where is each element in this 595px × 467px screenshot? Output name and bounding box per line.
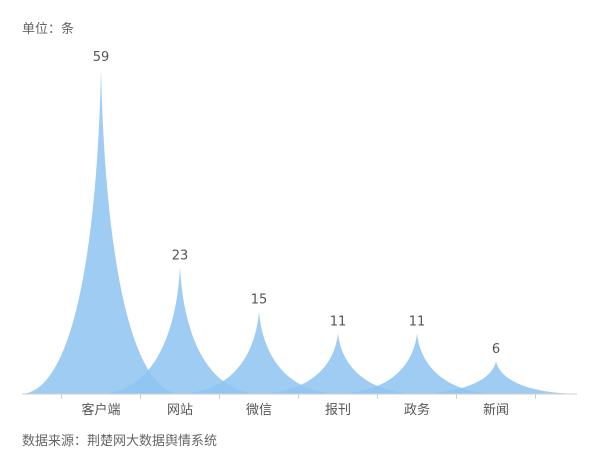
x-axis	[22, 393, 577, 399]
value-label: 11	[330, 314, 347, 329]
value-label: 59	[93, 50, 110, 65]
source-label: 数据来源：荆楚网大数据舆情系统	[22, 434, 218, 449]
peak-3	[258, 333, 418, 394]
value-label: 11	[409, 314, 426, 329]
peak-1	[100, 267, 260, 394]
category-label: 新闻	[483, 402, 509, 418]
category-label: 微信	[246, 403, 272, 418]
value-label: 6	[492, 342, 500, 357]
category-label: 网站	[167, 403, 193, 418]
value-label: 15	[251, 292, 268, 307]
category-label: 政务	[404, 402, 430, 418]
peak-0	[21, 69, 181, 394]
unit-label: 单位：条	[22, 22, 75, 37]
category-label: 客户端	[81, 402, 120, 418]
peak-4	[337, 333, 497, 394]
x-tick-labels: 客户端 网站 微信 报刊 政务 新闻	[81, 402, 509, 418]
peak-2	[179, 311, 339, 394]
peak-5	[416, 360, 576, 394]
category-label: 报刊	[325, 403, 351, 418]
value-label: 23	[172, 248, 189, 263]
peak-series	[21, 69, 576, 394]
value-labels: 59 23 15 11 11 6	[93, 50, 500, 357]
